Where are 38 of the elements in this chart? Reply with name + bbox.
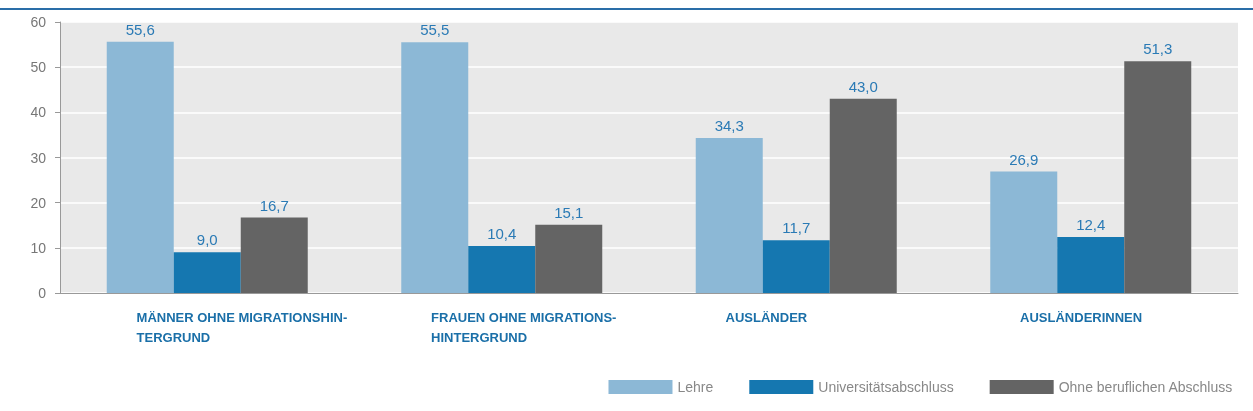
bar	[1057, 236, 1125, 293]
bar	[173, 252, 241, 293]
data-label: 11,7	[782, 219, 811, 237]
legend-label: Ohne beruflichen Abschluss	[1058, 379, 1233, 395]
bar	[468, 246, 536, 293]
legend-label: Lehre	[677, 379, 714, 395]
x-tick-label: AUSLÄNDERINNEN	[1020, 309, 1143, 325]
data-label: 26,9	[1009, 150, 1039, 168]
legend-label: Universitätsabschluss	[818, 379, 954, 395]
y-tick-label: 30	[30, 149, 47, 166]
data-label: 10,4	[487, 225, 517, 243]
y-tick-label: 10	[30, 239, 47, 256]
x-tick-label: MÄNNER OHNE MIGRATIONSHIN- TERGRUND	[136, 309, 348, 345]
bar	[401, 42, 469, 293]
data-label: 34,3	[714, 117, 744, 135]
x-tick-label: AUSLÄNDER	[725, 309, 808, 325]
bar	[990, 171, 1058, 293]
y-tick-label: 40	[30, 104, 47, 121]
bar	[240, 217, 308, 293]
data-label: 55,6	[125, 20, 155, 38]
bar	[762, 240, 830, 293]
y-tick-label: 50	[30, 59, 47, 76]
data-label: 51,3	[1143, 40, 1173, 58]
bar	[1124, 61, 1192, 293]
data-label: 55,5	[420, 21, 450, 39]
bar	[535, 224, 603, 293]
data-label: 15,1	[554, 203, 584, 221]
bar	[829, 98, 897, 293]
bar	[695, 138, 763, 293]
bar	[106, 41, 174, 293]
x-tick-label: FRAUEN OHNE MIGRATIONS- HINTERGRUND	[431, 309, 617, 345]
data-label: 16,7	[259, 196, 289, 214]
y-tick-label: 20	[30, 194, 47, 211]
y-tick-label: 60	[30, 14, 47, 30]
data-label: 43,0	[848, 77, 878, 95]
y-tick-label: 0	[38, 285, 47, 301]
data-label: 12,4	[1076, 215, 1106, 233]
data-label: 9,0	[196, 231, 218, 249]
